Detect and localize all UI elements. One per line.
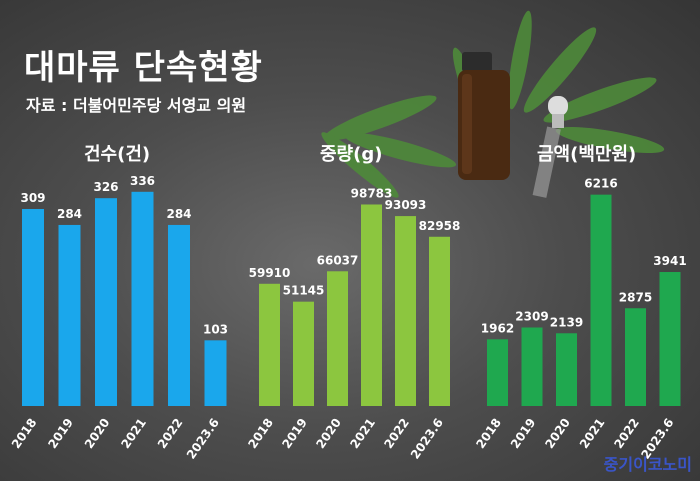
bar-2023.6 — [204, 340, 227, 406]
value-label: 326 — [93, 180, 118, 194]
value-label: 59910 — [249, 266, 291, 280]
x-tick-label: 2019 — [279, 416, 310, 451]
bar-2019 — [58, 224, 81, 406]
value-label: 284 — [166, 207, 191, 221]
bar-2022 — [395, 216, 416, 406]
value-label: 2309 — [515, 309, 548, 323]
bar-2019 — [521, 327, 543, 406]
oil-bottle-icon — [458, 52, 510, 180]
bar-2018 — [487, 339, 508, 406]
value-label: 93093 — [385, 198, 427, 212]
value-label: 6216 — [584, 177, 617, 191]
x-tick-label: 2021 — [118, 416, 149, 451]
value-label: 2875 — [619, 290, 652, 304]
value-label: 336 — [130, 174, 155, 188]
value-label: 82958 — [419, 219, 461, 233]
bar-2020 — [95, 198, 117, 406]
bar-2021 — [361, 204, 382, 406]
bar-2018 — [22, 209, 44, 406]
page-subtitle: 자료 : 더불어민주당 서영교 의원 — [26, 96, 247, 115]
bar-2019 — [293, 301, 314, 406]
panel-title-count: 건수(건) — [84, 144, 151, 165]
value-label: 309 — [20, 191, 45, 205]
x-tick-label: 2022 — [611, 416, 642, 451]
x-tick-label: 2023.6 — [408, 416, 446, 462]
x-tick-label: 2019 — [45, 416, 76, 451]
x-tick-label: 2022 — [381, 416, 412, 451]
x-tick-label: 2022 — [155, 416, 186, 451]
value-label: 98783 — [351, 186, 393, 200]
leaf-icon — [321, 10, 665, 198]
bar-2021 — [131, 191, 154, 406]
value-label: 284 — [57, 207, 82, 221]
x-tick-label: 2018 — [473, 416, 504, 451]
bar-2022 — [168, 224, 190, 406]
x-tick-label: 2018 — [245, 416, 276, 451]
bar-2023.6 — [659, 272, 681, 406]
bar-2021 — [590, 194, 612, 406]
bar-2020 — [556, 333, 577, 406]
bar-2023.6 — [429, 236, 450, 406]
value-label: 66037 — [317, 253, 359, 267]
bar-2018 — [259, 283, 280, 406]
x-tick-label: 2021 — [347, 416, 378, 451]
bar-2020 — [327, 271, 348, 406]
value-label: 2139 — [550, 315, 583, 329]
page-title: 대마류 단속현황 — [24, 48, 263, 88]
value-label: 103 — [203, 322, 228, 336]
x-tick-label: 2023.6 — [184, 416, 222, 462]
x-tick-label: 2020 — [313, 416, 344, 451]
x-tick-label: 2020 — [542, 416, 573, 451]
x-tick-label: 2020 — [82, 416, 113, 451]
bar-2022 — [625, 308, 646, 406]
x-tick-label: 2019 — [508, 416, 539, 451]
x-tick-label: 2018 — [9, 416, 40, 451]
dropper-icon — [532, 96, 568, 198]
value-label: 51145 — [283, 284, 325, 298]
x-tick-label: 2021 — [577, 416, 608, 451]
value-label: 3941 — [653, 254, 686, 268]
panel-title-amount: 금액(백만원) — [537, 144, 637, 165]
watermark-logo: 중기이코노미 — [603, 455, 692, 474]
value-label: 1962 — [481, 321, 514, 335]
panel-title-weight: 중량(g) — [320, 144, 383, 165]
